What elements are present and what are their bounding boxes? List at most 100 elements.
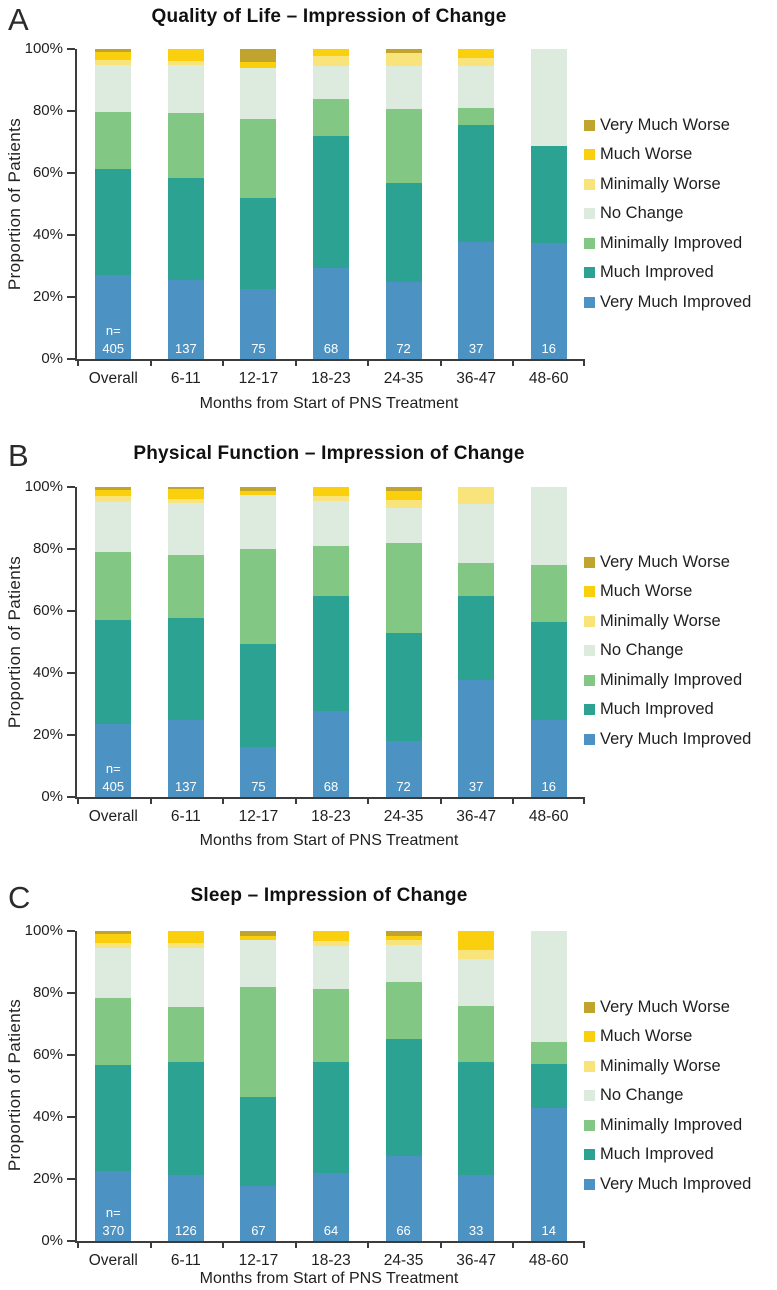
plot-area-c: 0% 20% 40% 60% 80% 100% n= 370 Overall 126 6-11 67 1… <box>25 922 585 1269</box>
y-tick-mark <box>67 796 75 798</box>
legend-item-much-improved: Much Improved <box>584 1145 751 1163</box>
x-tick-label-overall: Overall <box>88 808 138 825</box>
y-tick-label: 0% <box>41 1232 63 1249</box>
legend-label: No Change <box>600 1086 684 1105</box>
n-value-label: 72 <box>396 341 411 356</box>
stacked-bar-6-11: 137 <box>167 487 204 797</box>
bar-segment-no-change <box>530 487 567 565</box>
bar-segment-much-worse <box>167 931 204 944</box>
bar-segment-much-worse <box>240 491 277 496</box>
plot-area-a: 0% 20% 40% 60% 80% 100% n= 405 Overall 137 6-11 75 1… <box>25 40 585 387</box>
bar-segment-much-improved <box>313 596 349 711</box>
n-value-label: 370 <box>102 1223 125 1238</box>
bar-segment-minimally-improved <box>167 555 204 619</box>
bar-segment-minimally-improved <box>458 562 495 597</box>
n-value-label: 14 <box>541 1223 556 1238</box>
legend-swatch-icon <box>584 1090 595 1102</box>
bar-segment-very-much-worse <box>167 487 204 490</box>
panel-physical-function: B Physical Function – Impression of Chan… <box>0 430 777 860</box>
n-value-label: 137 <box>174 341 197 356</box>
x-tick-label-48-60: 48-60 <box>528 370 569 387</box>
bar-segment-minimally-worse <box>458 487 495 505</box>
stacked-bar-36-47: 33 <box>458 931 495 1241</box>
bar-segment-much-worse <box>458 49 495 58</box>
n-value-label: 126 <box>174 1223 197 1238</box>
bar-segment-much-improved <box>530 145 567 243</box>
bar-segment-much-improved <box>385 1038 422 1157</box>
stacked-bar-18-23: 68 <box>313 487 349 797</box>
legend-item-minimally-worse: Minimally Worse <box>584 174 751 193</box>
x-tick-label-24-35: 24-35 <box>383 1252 424 1269</box>
n-value-label: 75 <box>251 779 266 794</box>
legend-swatch-icon <box>584 674 595 686</box>
bar-segment-much-improved <box>385 633 422 741</box>
legend-item-much-worse: Much Worse <box>584 145 751 163</box>
bar-segment-very-much-improved <box>313 267 349 359</box>
x-tick-label-18-23: 18-23 <box>311 370 351 387</box>
x-tick-mark <box>77 797 79 804</box>
legend-item-much-improved: Much Improved <box>584 700 751 718</box>
y-tick-label: 40% <box>32 664 63 681</box>
x-tick-mark <box>367 359 369 366</box>
x-tick-mark <box>222 359 224 366</box>
chart-title-sleep: Sleep – Impression of Change <box>190 885 468 906</box>
bar-segment-minimally-improved <box>167 1007 204 1062</box>
bar-segment-very-much-improved <box>167 1174 204 1241</box>
x-tick-label-36-47: 36-47 <box>456 370 496 387</box>
bar-segment-very-much-improved <box>458 241 495 359</box>
bar-segment-very-much-worse <box>95 487 132 491</box>
legend-label: Much Worse <box>600 1027 693 1046</box>
legend-item-very-much-worse: Very Much Worse <box>584 115 751 134</box>
legend-item-minimally-worse: Minimally Worse <box>584 612 751 630</box>
bar-segment-very-much-worse <box>240 931 277 936</box>
panel-letter-b: B <box>8 438 29 473</box>
legend-label: Very Much Worse <box>600 115 730 134</box>
bar-segment-very-much-improved <box>530 242 567 359</box>
bar-segment-minimally-improved <box>240 986 277 1098</box>
y-tick-label: 100% <box>24 40 63 57</box>
bar-segment-minimally-improved <box>458 107 495 125</box>
y-tick-label: 40% <box>32 1108 63 1125</box>
y-tick-label: 60% <box>32 164 63 181</box>
legend-b: Very Much Worse Much Worse Minimally Worse… <box>584 553 752 761</box>
y-tick-label: 0% <box>41 350 63 367</box>
stacked-bar-24-35: 72 <box>385 49 422 359</box>
x-axis-title: Months from Start of PNS Treatment <box>199 1270 459 1287</box>
plot-area-b: 0% 20% 40% 60% 80% 100% n= 405 Overall 137 6-11 75 1… <box>25 478 585 825</box>
n-value-label: 64 <box>323 1223 339 1238</box>
x-tick-label-36-47: 36-47 <box>456 1252 496 1269</box>
legend-label: Very Much Improved <box>600 730 752 749</box>
legend-swatch-icon <box>584 208 595 220</box>
legend-swatch-icon <box>584 734 595 746</box>
bar-segment-much-worse <box>95 934 132 943</box>
bar-segment-much-improved <box>385 182 422 282</box>
legend-item-very-much-worse: Very Much Worse <box>584 553 751 571</box>
legend-swatch-icon <box>584 1149 595 1161</box>
x-tick-label-48-60: 48-60 <box>528 1252 569 1269</box>
legend-label: No Change <box>600 204 684 223</box>
legend-label: No Change <box>600 641 684 660</box>
x-tick-label-18-23: 18-23 <box>311 1252 351 1269</box>
bar-segment-much-improved <box>167 618 204 721</box>
y-tick-mark <box>67 1054 75 1056</box>
y-tick-label: 60% <box>32 602 63 619</box>
bar-segment-very-much-improved <box>385 281 422 359</box>
bar-segment-minimally-worse <box>167 943 204 949</box>
legend-label: Very Much Improved <box>600 293 752 312</box>
x-tick-mark <box>150 797 152 804</box>
x-tick-mark <box>440 359 442 366</box>
legend-swatch-icon <box>584 1179 595 1191</box>
x-tick-label-18-23: 18-23 <box>311 808 351 825</box>
bar-segment-very-much-improved <box>167 720 204 797</box>
n-value-label: 37 <box>468 779 484 794</box>
legend-item-no-change: No Change <box>584 1086 751 1105</box>
y-tick-mark <box>67 610 75 612</box>
bar-segment-very-much-improved <box>95 1170 132 1241</box>
x-tick-mark <box>295 1241 297 1248</box>
n-prefix-label: n= <box>105 323 121 338</box>
x-axis-title: Months from Start of PNS Treatment <box>199 395 459 412</box>
stacked-bar-overall: n= 405 <box>95 49 132 359</box>
legend-label: Minimally Worse <box>600 174 721 193</box>
bar-segment-minimally-improved <box>385 982 422 1039</box>
stacked-bar-24-35: 72 <box>385 487 422 797</box>
